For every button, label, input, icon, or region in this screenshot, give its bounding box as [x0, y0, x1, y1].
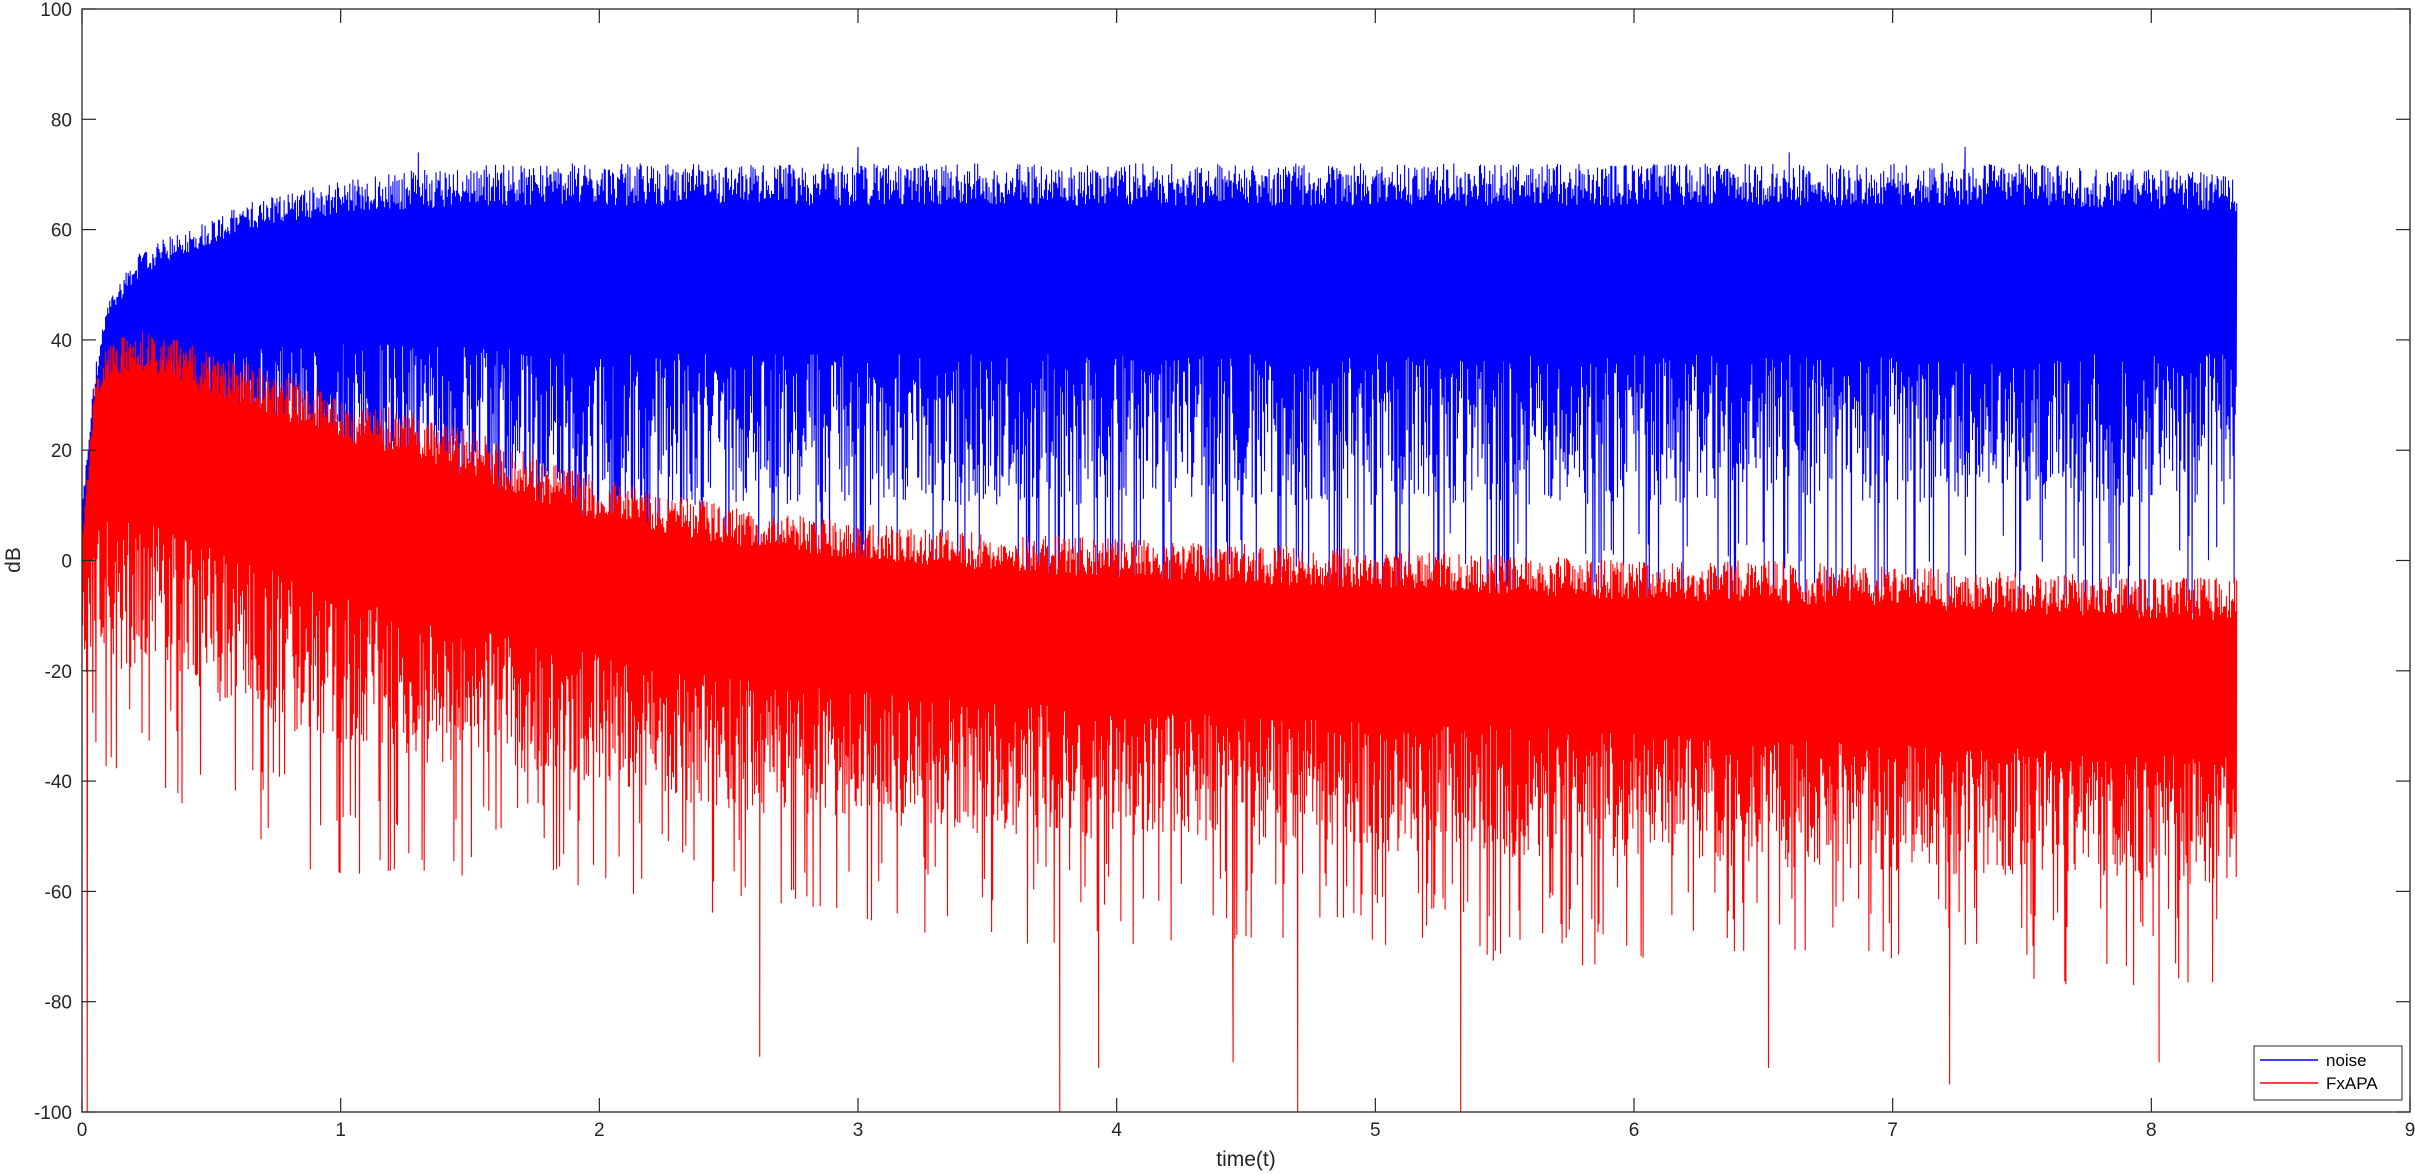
y-tick-label: 60: [51, 221, 72, 242]
x-tick-label: 3: [853, 1120, 864, 1141]
x-tick-label: 6: [1629, 1120, 1640, 1141]
y-tick-label: -80: [45, 993, 72, 1014]
y-tick-label: -20: [45, 662, 72, 683]
legend-box: [2253, 1045, 2403, 1101]
x-axis: 0 1 2 3 4 5 6 7 8 9: [77, 9, 2415, 1141]
y-tick-label: -60: [45, 882, 72, 903]
legend-label-fxapa: FxAPA: [2326, 1074, 2378, 1093]
series-line-noise: [81, 146, 2238, 630]
x-tick-label: 0: [77, 1120, 88, 1141]
y-tick-label: -100: [34, 1103, 72, 1124]
x-tick-label: 8: [2146, 1120, 2157, 1141]
legend-label-noise: noise: [2326, 1051, 2367, 1070]
y-tick-label: -40: [45, 772, 72, 793]
y-axis-label: dB: [2, 547, 25, 573]
x-tick-label: 9: [2405, 1120, 2415, 1141]
x-tick-label: 1: [335, 1120, 346, 1141]
x-tick-label: 7: [1887, 1120, 1898, 1141]
legend: noise FxAPA: [2253, 1045, 2403, 1101]
y-tick-label: 40: [51, 331, 72, 352]
x-axis-label: time(t): [1216, 1148, 1276, 1171]
x-tick-label: 4: [1111, 1120, 1122, 1141]
y-tick-label: 20: [51, 441, 72, 462]
series-line-fxapa: [81, 331, 2238, 1113]
y-tick-label: 0: [61, 552, 72, 573]
x-tick-label: 2: [594, 1120, 605, 1141]
y-tick-label: 80: [51, 110, 72, 131]
x-tick-label: 5: [1370, 1120, 1381, 1141]
series-layer: [81, 146, 2238, 1113]
y-axis: 100 80 60 40 20 0 -20 -40 -60 -80 -100: [34, 0, 2410, 1124]
y-tick-label: 100: [40, 0, 72, 21]
